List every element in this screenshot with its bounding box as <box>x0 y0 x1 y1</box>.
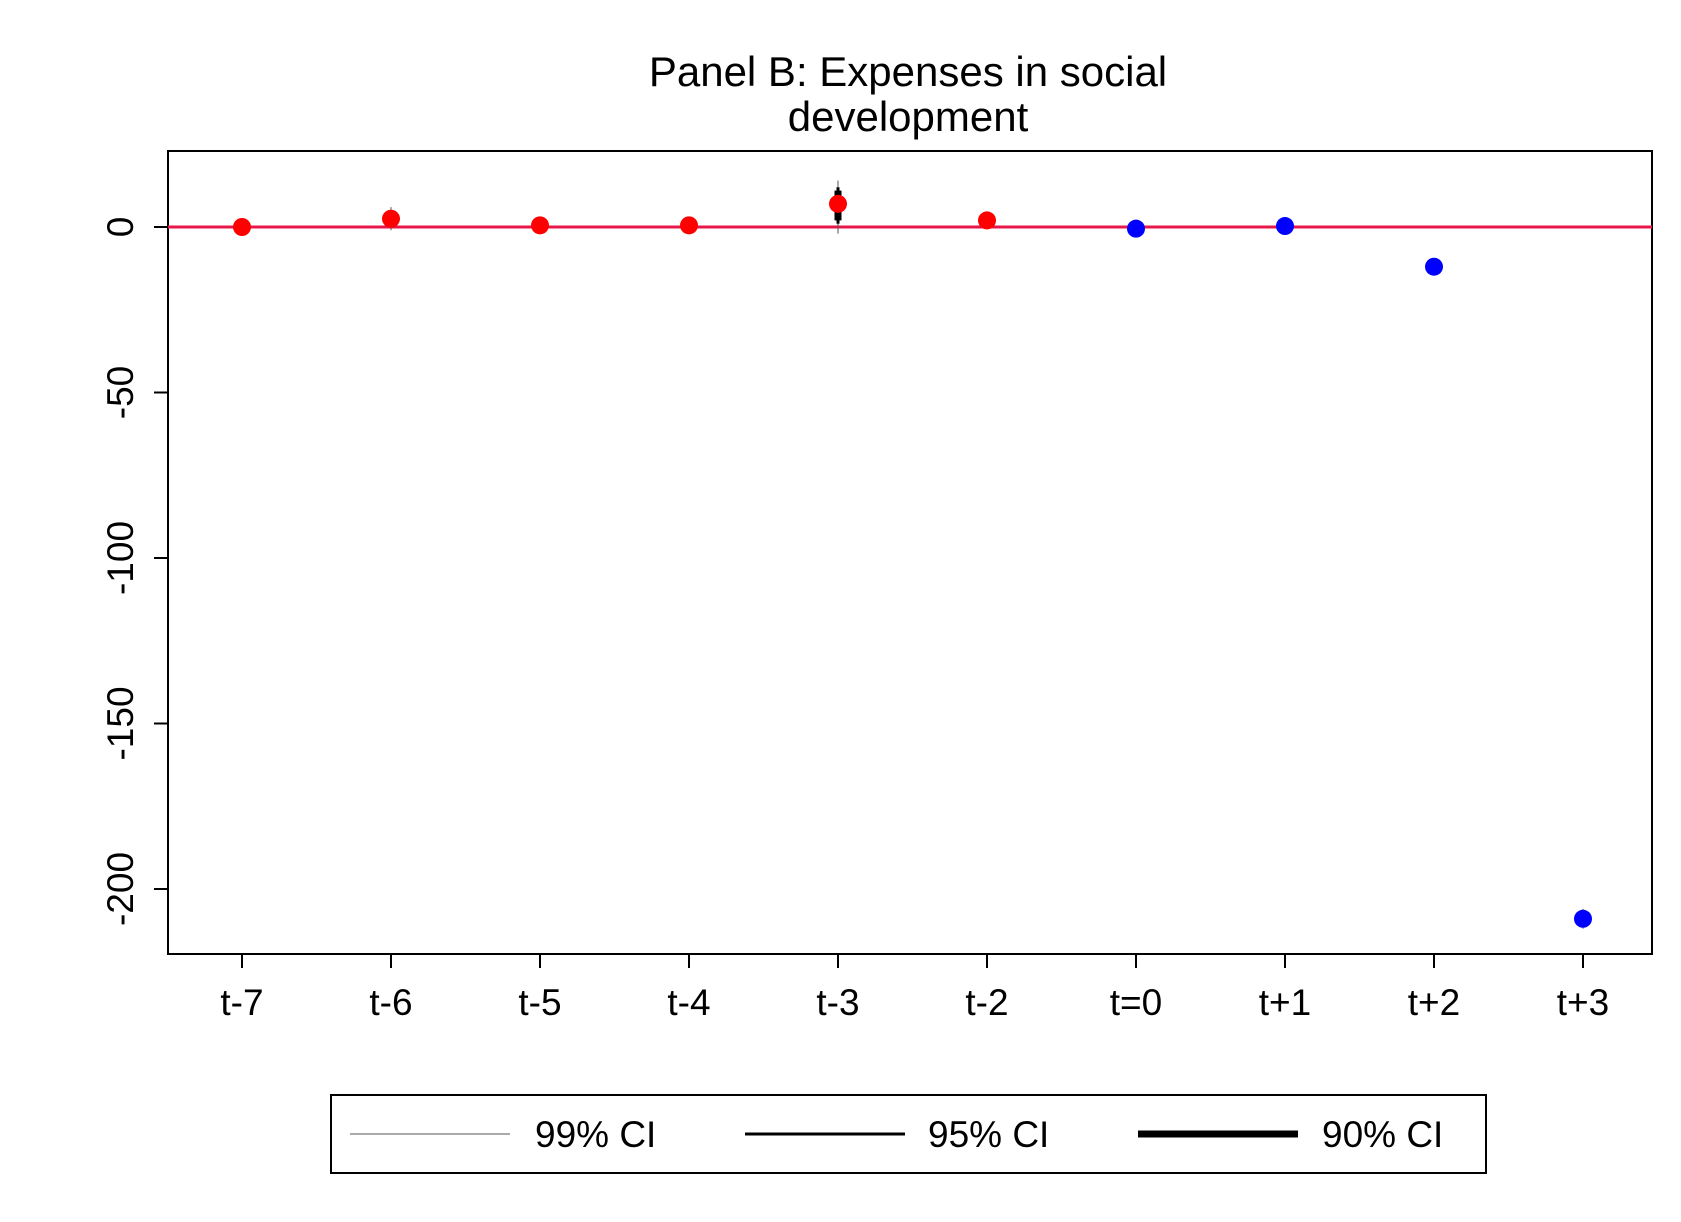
x-tick-label: t-4 <box>667 982 710 1023</box>
point-estimate <box>1425 257 1443 276</box>
legend-label-90ci: 90% CI <box>1322 1114 1443 1155</box>
point-estimate <box>1276 217 1294 236</box>
x-tick-label: t-2 <box>965 982 1008 1023</box>
x-tick-label: t+2 <box>1408 982 1460 1023</box>
y-tick-label: -100 <box>100 521 141 595</box>
x-axis: t-7 t-6 t-5 t-4 t-3 t-2 t=0 t+1 t+2 t+3 <box>220 954 1609 1023</box>
point-estimate <box>531 216 549 235</box>
y-axis: 0 -50 -100 -150 -200 <box>100 217 168 926</box>
plot-frame <box>167 150 1653 955</box>
legend-label-95ci: 95% CI <box>928 1114 1049 1155</box>
x-tick-label: t-5 <box>518 982 561 1023</box>
x-tick-label: t-7 <box>220 982 263 1023</box>
x-tick-label: t-6 <box>369 982 412 1023</box>
point-estimate <box>1574 909 1592 928</box>
x-tick-label: t+3 <box>1557 982 1609 1023</box>
chart-title-line-1: Panel B: Expenses in social <box>649 48 1167 95</box>
point-estimate <box>829 194 847 213</box>
chart-title-line-2: development <box>788 93 1029 140</box>
chart-title: Panel B: Expenses in social development <box>649 48 1167 140</box>
point-estimate <box>680 216 698 235</box>
point-estimate <box>233 218 251 236</box>
legend-label-99ci: 99% CI <box>535 1114 656 1155</box>
x-tick-label: t+1 <box>1259 982 1311 1023</box>
legend: 99% CI 95% CI 90% CI <box>330 1094 1487 1174</box>
point-estimate <box>1127 219 1145 238</box>
x-tick-label: t-3 <box>816 982 859 1023</box>
point-estimate <box>382 209 400 228</box>
y-tick-label: -150 <box>100 686 141 760</box>
x-tick-label: t=0 <box>1110 982 1162 1023</box>
point-estimates <box>233 194 1592 928</box>
y-tick-label: -200 <box>100 852 141 926</box>
confidence-intervals <box>238 180 1587 929</box>
legend-box <box>330 1094 1487 1174</box>
y-tick-label: -50 <box>100 366 141 419</box>
point-estimate <box>978 211 996 230</box>
y-tick-label: 0 <box>100 217 141 238</box>
